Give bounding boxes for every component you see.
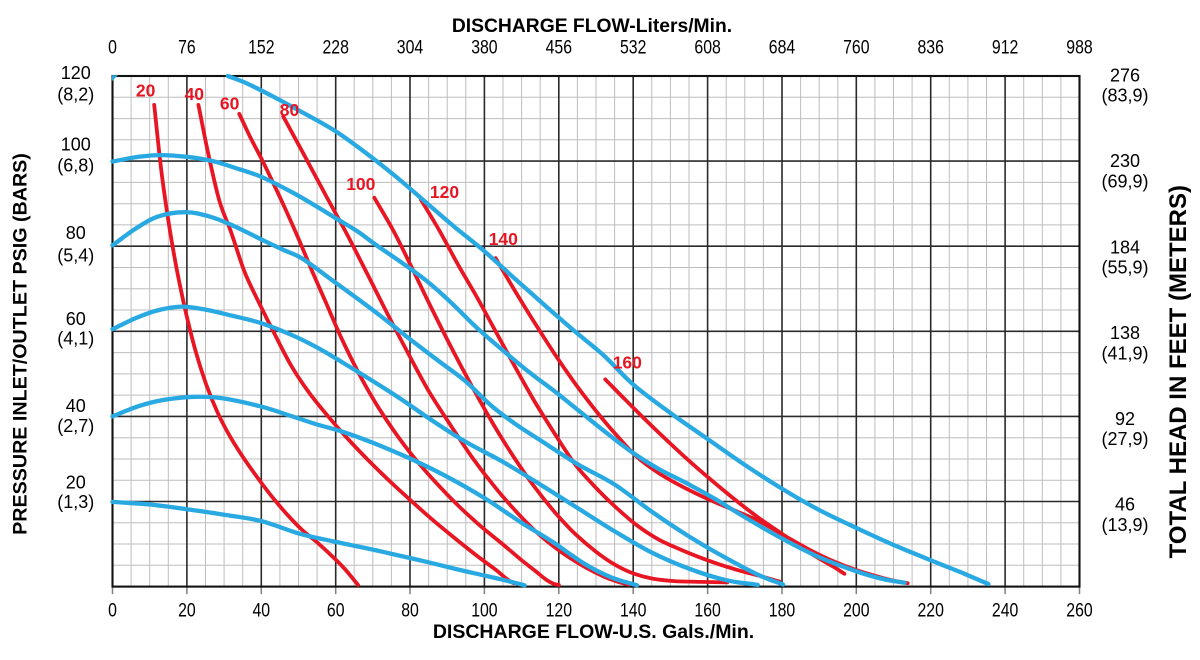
- svg-text:120: 120: [546, 601, 572, 622]
- svg-text:0: 0: [108, 38, 117, 59]
- svg-text:TOTAL HEAD IN FEET (METERS): TOTAL HEAD IN FEET (METERS): [1165, 185, 1192, 558]
- svg-text:(69,9): (69,9): [1101, 171, 1148, 191]
- svg-text:(5,4): (5,4): [57, 246, 94, 266]
- svg-text:912: 912: [992, 38, 1018, 59]
- svg-text:40: 40: [253, 601, 271, 622]
- svg-text:(41,9): (41,9): [1101, 343, 1148, 363]
- svg-text:(2,7): (2,7): [57, 416, 94, 436]
- svg-text:152: 152: [248, 38, 274, 59]
- svg-text:240: 240: [992, 601, 1018, 622]
- svg-text:80: 80: [66, 223, 86, 243]
- svg-text:(83,9): (83,9): [1101, 86, 1148, 106]
- svg-text:684: 684: [769, 38, 796, 59]
- svg-text:DISCHARGE FLOW-Liters/Min.: DISCHARGE FLOW-Liters/Min.: [452, 16, 732, 37]
- svg-text:200: 200: [843, 601, 869, 622]
- svg-text:46: 46: [1115, 495, 1135, 515]
- svg-text:532: 532: [620, 38, 646, 59]
- svg-text:(1,3): (1,3): [57, 492, 94, 512]
- svg-text:76: 76: [178, 38, 196, 59]
- svg-text:140: 140: [489, 229, 518, 249]
- svg-text:(13,9): (13,9): [1101, 515, 1148, 535]
- svg-text:20: 20: [178, 601, 196, 622]
- svg-text:184: 184: [1110, 237, 1140, 257]
- svg-text:100: 100: [61, 134, 91, 154]
- svg-text:608: 608: [694, 38, 720, 59]
- svg-text:836: 836: [918, 38, 944, 59]
- svg-text:20: 20: [136, 81, 156, 101]
- svg-text:220: 220: [918, 601, 944, 622]
- svg-text:120: 120: [430, 182, 459, 202]
- svg-text:40: 40: [185, 84, 205, 104]
- svg-text:(6,8): (6,8): [57, 156, 94, 176]
- svg-text:140: 140: [620, 601, 646, 622]
- svg-text:92: 92: [1115, 409, 1135, 429]
- svg-text:228: 228: [323, 38, 349, 59]
- svg-text:160: 160: [613, 353, 642, 373]
- svg-text:100: 100: [471, 601, 497, 622]
- svg-text:PRESSURE INLET/OUTLET PSIG (BA: PRESSURE INLET/OUTLET PSIG (BARS): [10, 153, 32, 535]
- svg-text:230: 230: [1110, 151, 1140, 171]
- svg-text:(4,1): (4,1): [57, 329, 94, 349]
- svg-text:988: 988: [1066, 38, 1092, 59]
- svg-text:180: 180: [769, 601, 795, 622]
- svg-text:0: 0: [108, 601, 117, 622]
- svg-text:276: 276: [1110, 65, 1140, 85]
- svg-text:20: 20: [66, 472, 86, 492]
- svg-text:DISCHARGE FLOW-U.S. Gals./Min.: DISCHARGE FLOW-U.S. Gals./Min.: [433, 621, 754, 643]
- svg-text:80: 80: [401, 601, 419, 622]
- svg-text:380: 380: [471, 38, 497, 59]
- svg-text:60: 60: [66, 309, 86, 329]
- svg-text:60: 60: [220, 94, 240, 114]
- svg-text:456: 456: [546, 38, 572, 59]
- svg-text:760: 760: [843, 38, 869, 59]
- svg-text:40: 40: [66, 396, 86, 416]
- svg-text:260: 260: [1066, 601, 1092, 622]
- svg-text:80: 80: [280, 100, 300, 120]
- svg-text:100: 100: [346, 174, 375, 194]
- svg-text:(8,2): (8,2): [57, 85, 94, 105]
- svg-text:160: 160: [694, 601, 720, 622]
- svg-text:60: 60: [327, 601, 345, 622]
- svg-text:120: 120: [61, 63, 91, 83]
- svg-text:(55,9): (55,9): [1101, 258, 1148, 278]
- svg-text:304: 304: [397, 38, 424, 59]
- svg-text:(27,9): (27,9): [1101, 429, 1148, 449]
- svg-text:138: 138: [1110, 323, 1140, 343]
